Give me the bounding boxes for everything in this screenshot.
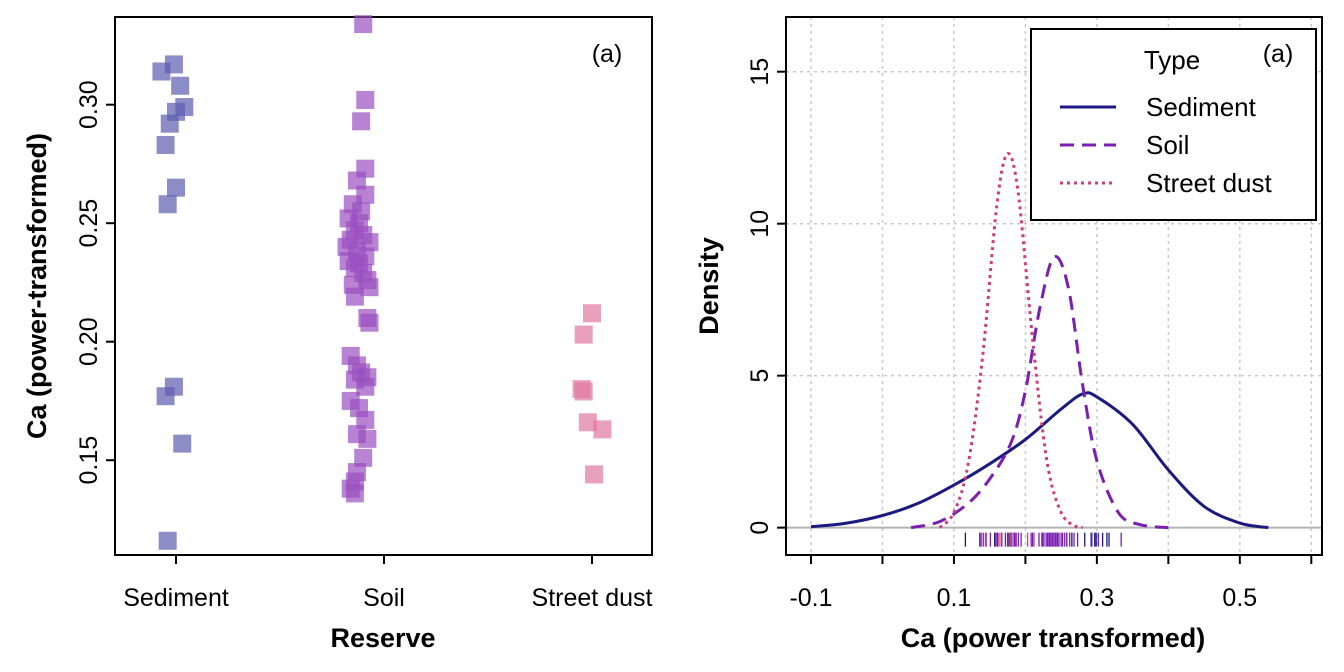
legend-label: Street dust <box>1146 168 1273 198</box>
x-tick-label: 0.1 <box>937 584 972 612</box>
data-point <box>345 484 364 503</box>
legend-label: Soil <box>1146 130 1189 160</box>
y-tick-label: 10 <box>746 210 774 238</box>
left-x-axis: Sediment Soil Street dust <box>123 555 652 612</box>
right-panel-label: (a) <box>1263 40 1294 68</box>
data-point <box>167 178 185 197</box>
data-point <box>360 313 379 332</box>
data-point <box>160 114 179 133</box>
right-x-axis-title: Ca (power transformed) <box>901 623 1206 653</box>
data-point <box>354 15 373 34</box>
right-y-axis-title: Density <box>694 237 724 335</box>
y-tick-label: 15 <box>746 58 774 86</box>
data-point <box>593 420 612 439</box>
y-tick-label: 0.20 <box>75 317 103 366</box>
data-point <box>164 55 183 74</box>
right-y-axis: 0 5 10 15 <box>746 58 786 535</box>
x-tick-label: 0.5 <box>1222 584 1257 612</box>
x-tick-label: Street dust <box>532 584 653 612</box>
x-tick-label: -0.1 <box>789 584 832 612</box>
data-point <box>583 304 601 323</box>
left-y-axis-title: Ca (power-transformed) <box>22 133 52 439</box>
x-tick-label: Sediment <box>123 584 229 612</box>
x-tick-label: Soil <box>363 584 405 612</box>
right-curves <box>810 152 1269 530</box>
data-point <box>156 135 175 154</box>
right-panel: 0 5 10 15 -0.1 0.1 0.3 0.5 Ca (power transform… <box>694 16 1323 653</box>
data-point <box>173 434 192 453</box>
data-point <box>171 76 190 95</box>
left-x-axis-title: Reserve <box>330 623 435 653</box>
legend: Type (a) Sediment Soil Street dust <box>1030 28 1317 221</box>
legend-label: Sediment <box>1146 92 1257 122</box>
data-point <box>158 195 177 214</box>
y-tick-label: 0.25 <box>75 199 103 248</box>
data-point <box>158 531 177 550</box>
data-point <box>358 429 377 448</box>
data-point <box>354 448 373 467</box>
left-points <box>152 15 612 550</box>
data-point <box>360 278 379 297</box>
y-tick-label: 0.15 <box>75 436 103 485</box>
x-tick-label: 0.3 <box>1079 584 1114 612</box>
data-point <box>356 90 375 109</box>
y-tick-label: 5 <box>746 369 774 383</box>
legend-entries: Sediment Soil Street dust <box>1060 92 1273 198</box>
data-point <box>356 377 375 396</box>
right-rug <box>964 532 1122 547</box>
data-point <box>345 287 364 306</box>
density-curve <box>810 391 1269 530</box>
left-plot-frame <box>114 16 653 556</box>
data-point <box>574 382 593 401</box>
y-tick-label: 0.30 <box>75 80 103 129</box>
left-panel: 0.15 0.20 0.25 0.30 Sediment Soil Street dust… <box>22 15 653 653</box>
density-curve <box>910 255 1169 530</box>
data-point <box>585 465 604 484</box>
legend-box <box>1030 28 1317 221</box>
data-point <box>356 410 375 429</box>
data-point <box>352 112 371 131</box>
left-y-axis: 0.15 0.20 0.25 0.30 <box>75 80 115 485</box>
data-point <box>574 325 593 344</box>
right-plot-frame <box>785 16 1323 556</box>
data-point <box>347 171 366 190</box>
data-point <box>164 377 183 396</box>
left-panel-label: (a) <box>592 40 623 68</box>
legend-title: Type <box>1144 45 1200 75</box>
data-point <box>578 413 597 432</box>
density-curve <box>938 152 1083 530</box>
y-tick-label: 0 <box>746 521 774 535</box>
right-x-axis: -0.1 0.1 0.3 0.5 <box>789 555 1313 612</box>
